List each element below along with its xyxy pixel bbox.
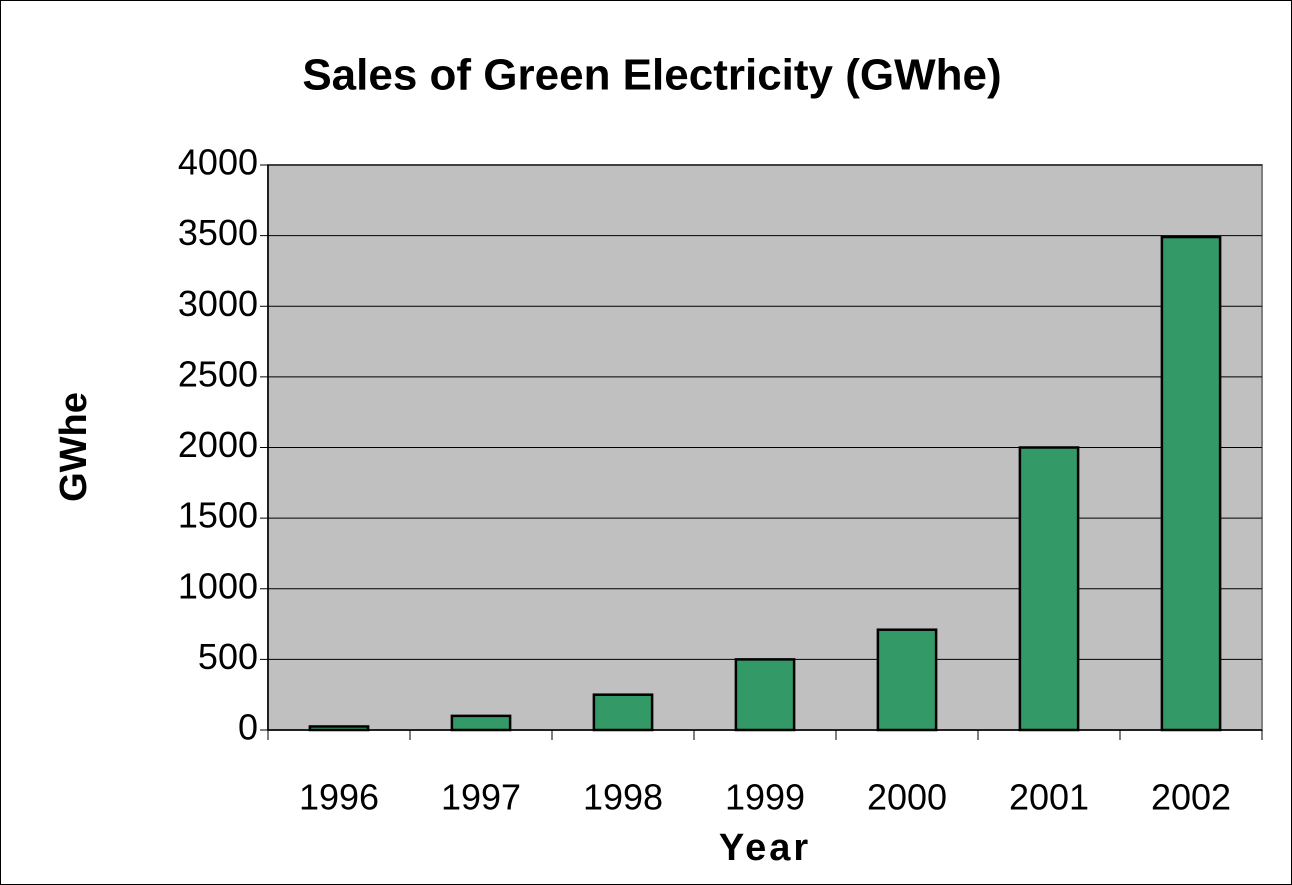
bar xyxy=(734,658,796,732)
x-tick-label: 1997 xyxy=(441,777,521,818)
x-tick-label: 2001 xyxy=(1009,777,1089,818)
bar xyxy=(592,693,654,732)
y-tick-label: 2500 xyxy=(178,353,258,394)
x-tick-label: 1999 xyxy=(725,777,805,818)
y-tick-label: 0 xyxy=(238,707,258,748)
y-tick-label: 3500 xyxy=(178,212,258,253)
y-tick-label: 1500 xyxy=(178,495,258,536)
x-axis-label: Year xyxy=(719,827,811,869)
y-tick-label: 1000 xyxy=(178,565,258,606)
bar xyxy=(876,628,938,732)
y-axis-label: GWhe xyxy=(53,392,95,502)
bar xyxy=(1018,446,1080,732)
x-tick-label: 2000 xyxy=(867,777,947,818)
bar xyxy=(1160,235,1222,732)
y-tick-label: 500 xyxy=(198,636,258,677)
y-tick-label: 2000 xyxy=(178,424,258,465)
bar xyxy=(308,725,370,732)
y-tick-label: 4000 xyxy=(178,142,258,183)
x-tick-label: 2002 xyxy=(1151,777,1231,818)
x-tick-label: 1998 xyxy=(583,777,663,818)
x-tick-label: 1996 xyxy=(299,777,379,818)
y-tick-label: 3000 xyxy=(178,283,258,324)
bar xyxy=(450,714,512,732)
chart-title: Sales of Green Electricity (GWhe) xyxy=(302,51,1001,100)
